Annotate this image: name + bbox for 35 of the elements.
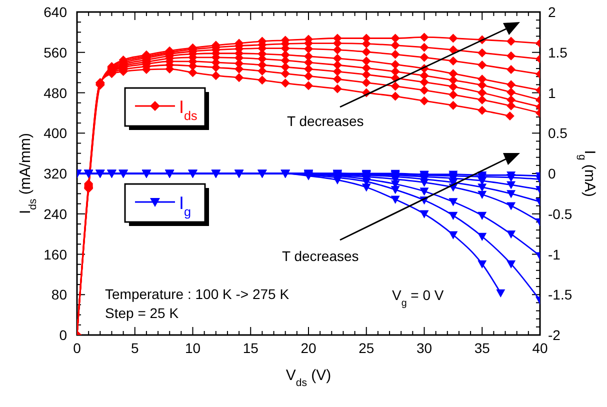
x-tick-label: 5 <box>130 340 139 356</box>
y-tick-label: 80 <box>51 286 68 303</box>
y2-tick-label: -0.5 <box>548 206 572 222</box>
y2-tick-label: 2 <box>548 4 556 20</box>
legend-label: I$_{g}$ <box>179 193 192 219</box>
y-tick-label: 240 <box>44 206 68 222</box>
y2-tick-label: -1.5 <box>548 286 572 303</box>
y2-tick-label: 0 <box>548 166 556 182</box>
annotation: T decreases <box>282 248 359 264</box>
x-tick-label: 30 <box>416 340 432 356</box>
x-tick-label: 25 <box>358 340 374 356</box>
y-tick-label: 160 <box>44 246 68 262</box>
y2-tick-label: 0.5 <box>548 125 568 142</box>
y-tick-label: 640 <box>44 4 68 20</box>
legend-label: I$_{ds}$ <box>179 97 198 123</box>
y-tick-label: 400 <box>44 125 68 142</box>
annotation: Step = 25 K <box>105 305 180 321</box>
y-tick-label: 560 <box>44 44 68 60</box>
annotation: V$_{g}$ = 0 V <box>392 287 444 308</box>
y-tick-label: 480 <box>44 84 68 101</box>
y2-tick-label: 1.5 <box>548 44 568 60</box>
x-axis-title: V$_{ds}$ (V) <box>286 367 332 389</box>
y-tick-label: 0 <box>59 327 68 343</box>
annotation: Temperature : 100 K -> 275 K <box>105 286 290 302</box>
annotation: T decreases <box>287 113 364 129</box>
x-tick-label: 0 <box>73 340 82 356</box>
y2-tick-label: 1 <box>548 84 556 101</box>
y2-tick-label: -1 <box>548 246 561 262</box>
x-tick-label: 35 <box>474 340 490 356</box>
y-tick-label: 320 <box>44 166 68 182</box>
y2-tick-label: -2 <box>548 327 561 343</box>
x-tick-label: 20 <box>300 340 316 356</box>
x-tick-label: 40 <box>532 340 548 356</box>
x-tick-label: 10 <box>184 340 201 356</box>
x-tick-label: 15 <box>242 340 259 356</box>
